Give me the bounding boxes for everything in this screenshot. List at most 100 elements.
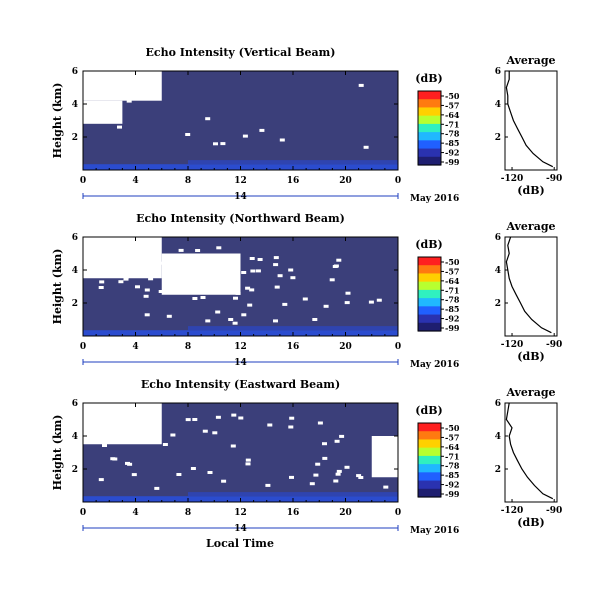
- low-echo-band-upper: [188, 492, 398, 497]
- y-tick-label: 4: [72, 100, 78, 110]
- gap-speckle: [213, 142, 218, 146]
- gap-speckle: [288, 268, 294, 272]
- colorbar-segment: [418, 322, 441, 332]
- colorbar-segment: [418, 306, 441, 316]
- gap-speckle: [313, 473, 319, 477]
- x-tick-label: 0: [80, 176, 86, 186]
- y-tick-label: 6: [72, 67, 78, 77]
- colorbar-tick-label: -50: [445, 257, 460, 267]
- gap-speckle: [222, 256, 228, 260]
- gap-speckle: [160, 261, 166, 265]
- profile-y-tick-label: 4: [495, 432, 501, 442]
- gap-speckle: [144, 288, 150, 292]
- gap-speckle: [288, 425, 294, 429]
- profile-title: Average: [505, 386, 555, 399]
- x-tick-label: 20: [339, 342, 352, 352]
- panel-3: Echo Intensity (Eastward Beam) 0 4 8 12 16 20 0…: [51, 378, 562, 536]
- colorbar-segment: [418, 423, 441, 432]
- gap-speckle: [123, 277, 129, 281]
- gap-speckle: [202, 429, 208, 433]
- gap-speckle: [104, 87, 110, 91]
- colorbar-tick-label: -57: [445, 266, 459, 276]
- colorbar-segment: [418, 123, 441, 133]
- colorbar-frame: [417, 256, 442, 332]
- gap-speckle: [368, 300, 374, 304]
- gap-speckle: [195, 249, 201, 252]
- profile-y-tick-label: 2: [495, 465, 501, 475]
- profile-y-tick-label: 2: [495, 299, 501, 309]
- gap-speckle: [344, 465, 350, 469]
- colorbar-tick-label: -85: [445, 138, 459, 148]
- gap-speckle: [279, 138, 285, 142]
- gap-speckle: [215, 415, 221, 419]
- gap-speckle: [329, 278, 335, 282]
- gap-speckle: [228, 318, 234, 321]
- x-tick-label: 0: [395, 176, 401, 186]
- gap-speckle: [322, 456, 328, 460]
- colorbar-segment: [418, 132, 441, 141]
- gap-speckle: [302, 297, 308, 301]
- no-data-region: [83, 403, 162, 445]
- gap-speckle: [242, 134, 248, 138]
- gap-speckle: [176, 473, 182, 476]
- gap-speckle: [312, 318, 318, 321]
- x-tick-label: 0: [395, 342, 401, 352]
- colorbar-segment: [418, 281, 441, 291]
- colorbar-tick-label: -78: [445, 129, 460, 139]
- gap-speckle: [232, 321, 238, 325]
- colorbar-tick-label: -64: [445, 442, 460, 452]
- gap-speckle: [205, 319, 211, 323]
- gap-speckle: [178, 248, 184, 252]
- colorbar-segment: [418, 257, 441, 266]
- x-tick-label: 4: [132, 176, 138, 186]
- colorbar-unit-label: (dB): [415, 404, 442, 417]
- day-label: 14: [234, 358, 247, 368]
- colorbar-frame: [417, 422, 442, 498]
- profile-line: [505, 236, 552, 334]
- panel-title: Echo Intensity (Vertical Beam): [145, 46, 335, 59]
- gap-speckle: [151, 90, 157, 94]
- low-echo-band-upper: [188, 326, 398, 331]
- colorbar-tick-label: -64: [445, 110, 460, 120]
- x-tick-label: 0: [80, 342, 86, 352]
- x-tick-label: 12: [234, 342, 247, 352]
- gap-speckle: [309, 482, 315, 486]
- gap-speckle: [150, 274, 156, 278]
- x-tick-label: 16: [287, 176, 300, 186]
- y-tick-label: 6: [72, 233, 78, 243]
- gap-speckle: [112, 457, 118, 461]
- gap-speckle: [195, 268, 201, 272]
- gap-speckle: [267, 423, 273, 427]
- gap-speckle: [205, 117, 211, 121]
- y-tick-label: 2: [72, 299, 78, 309]
- gap-speckle: [146, 413, 152, 417]
- panel-title: Echo Intensity (Northward Beam): [136, 212, 345, 225]
- gap-speckle: [247, 303, 253, 307]
- colorbar-tick-label: -50: [445, 91, 460, 101]
- gap-speckle: [249, 257, 255, 260]
- gap-speckle: [127, 462, 133, 466]
- colorbar-unit-label: (dB): [415, 238, 442, 251]
- gap-speckle: [245, 462, 251, 466]
- gap-speckle: [344, 301, 350, 305]
- colorbar-segment: [418, 140, 441, 150]
- gap-speckle: [191, 283, 197, 286]
- colorbar-tick-label: -99: [445, 323, 460, 333]
- gap-speckle: [363, 145, 369, 149]
- gap-speckle: [131, 82, 137, 86]
- gap-speckle: [230, 444, 236, 448]
- colorbar-segment: [418, 480, 441, 490]
- gap-speckle: [273, 256, 279, 260]
- profile-title: Average: [505, 220, 555, 233]
- gap-speckle: [245, 286, 251, 290]
- colorbar-segment: [418, 265, 441, 275]
- gap-speckle: [207, 471, 213, 474]
- no-data-region: [83, 100, 123, 124]
- colorbar-segment: [418, 431, 441, 441]
- colorbar-tick-label: -85: [445, 304, 459, 314]
- x-tick-label: 0: [80, 508, 86, 518]
- gap-speckle: [336, 469, 342, 473]
- gap-speckle: [166, 314, 172, 318]
- x-tick-label: 16: [287, 342, 300, 352]
- colorbar-segment: [418, 314, 441, 324]
